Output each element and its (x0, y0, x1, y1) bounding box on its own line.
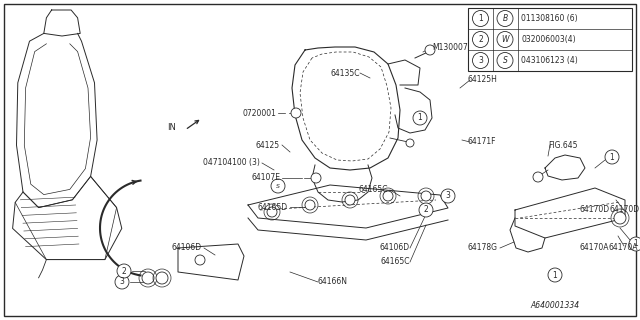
Circle shape (156, 272, 168, 284)
Text: 3: 3 (120, 277, 124, 286)
Circle shape (406, 139, 414, 147)
Text: B: B (502, 14, 508, 23)
Text: 64178G: 64178G (468, 244, 498, 252)
Circle shape (115, 275, 129, 289)
Circle shape (413, 111, 427, 125)
Circle shape (195, 255, 205, 265)
Text: 64170A: 64170A (580, 244, 609, 252)
Text: 64165C: 64165C (358, 186, 388, 195)
Text: 64170D: 64170D (580, 205, 610, 214)
Circle shape (425, 45, 435, 55)
Text: 1: 1 (552, 270, 557, 279)
Text: 64170D: 64170D (610, 205, 640, 214)
Text: 3: 3 (478, 56, 483, 65)
Text: 047104100 (3): 047104100 (3) (203, 158, 260, 167)
Text: 64125: 64125 (256, 140, 280, 149)
Circle shape (271, 179, 285, 193)
Circle shape (383, 191, 393, 201)
Text: 64165C: 64165C (381, 258, 410, 267)
Text: M130007: M130007 (432, 43, 468, 52)
Text: W: W (501, 35, 509, 44)
Text: 0720001: 0720001 (242, 108, 276, 117)
Circle shape (605, 150, 619, 164)
Text: 64165D: 64165D (258, 203, 288, 212)
Circle shape (421, 191, 431, 201)
Text: 64106D: 64106D (172, 244, 202, 252)
Text: 2: 2 (424, 205, 428, 214)
Text: 64166N: 64166N (318, 277, 348, 286)
Text: 64170A: 64170A (609, 244, 638, 252)
Circle shape (305, 200, 315, 210)
Text: 1: 1 (610, 153, 614, 162)
Text: S: S (502, 56, 508, 65)
Circle shape (345, 195, 355, 205)
Text: 64171F: 64171F (468, 138, 497, 147)
Bar (468, 8, 632, 71)
Text: 011308160 (6): 011308160 (6) (521, 14, 578, 23)
Circle shape (548, 268, 562, 282)
Text: IN: IN (168, 124, 177, 132)
Circle shape (267, 207, 277, 217)
Text: 64135C: 64135C (330, 68, 360, 77)
Text: 64125H: 64125H (468, 76, 498, 84)
Text: 1: 1 (634, 239, 638, 249)
Text: A640001334: A640001334 (531, 301, 580, 310)
Text: 64107E: 64107E (251, 173, 280, 182)
Circle shape (419, 203, 433, 217)
Circle shape (441, 189, 455, 203)
Circle shape (533, 172, 543, 182)
Text: 032006003(4): 032006003(4) (521, 35, 575, 44)
Text: S: S (276, 183, 280, 188)
Text: 2: 2 (478, 35, 483, 44)
Text: 64106D: 64106D (380, 244, 410, 252)
Circle shape (629, 237, 640, 251)
Text: 1: 1 (478, 14, 483, 23)
Circle shape (311, 173, 321, 183)
Text: 1: 1 (418, 114, 422, 123)
Circle shape (614, 212, 626, 224)
Circle shape (291, 108, 301, 118)
Text: FIG.645: FIG.645 (548, 140, 577, 149)
Text: 3: 3 (445, 191, 451, 201)
Circle shape (117, 264, 131, 278)
Text: 043106123 (4): 043106123 (4) (521, 56, 578, 65)
Circle shape (142, 272, 154, 284)
Text: 2: 2 (122, 267, 126, 276)
